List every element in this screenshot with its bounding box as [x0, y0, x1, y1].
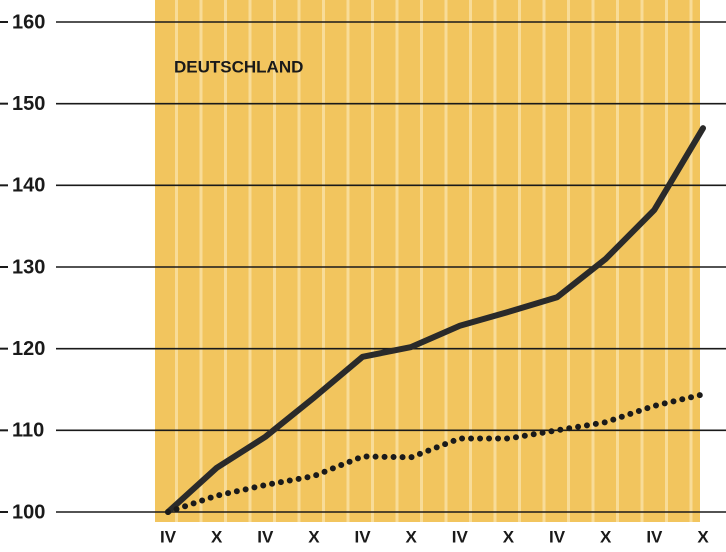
x-tick-label: IV: [452, 527, 469, 546]
y-tick-label: 110: [12, 420, 44, 442]
x-tick-label: X: [211, 527, 223, 546]
x-tick-label: IV: [646, 527, 663, 546]
x-tick-label: IV: [160, 527, 177, 546]
y-tick-label: 150: [12, 93, 45, 115]
chart-title: DEUTSCHLAND: [174, 57, 303, 76]
y-tick-label: 140: [12, 175, 45, 197]
y-tick-label: 120: [12, 338, 45, 360]
x-tick-label: X: [503, 527, 515, 546]
background-band: [155, 0, 700, 522]
x-tick-label: IV: [355, 527, 372, 546]
x-tick-label: IV: [549, 527, 566, 546]
x-tick-label: X: [308, 527, 320, 546]
line-series: [165, 125, 706, 515]
x-tick-label: X: [600, 527, 612, 546]
x-tick-label: IV: [257, 527, 274, 546]
y-tick-label: 130: [12, 256, 45, 278]
x-tick-label: X: [406, 527, 418, 546]
y-tick-label: 160: [12, 11, 45, 33]
line-series: [165, 391, 706, 515]
x-tick-label: X: [697, 527, 709, 546]
y-tick-label: 100: [12, 501, 45, 523]
